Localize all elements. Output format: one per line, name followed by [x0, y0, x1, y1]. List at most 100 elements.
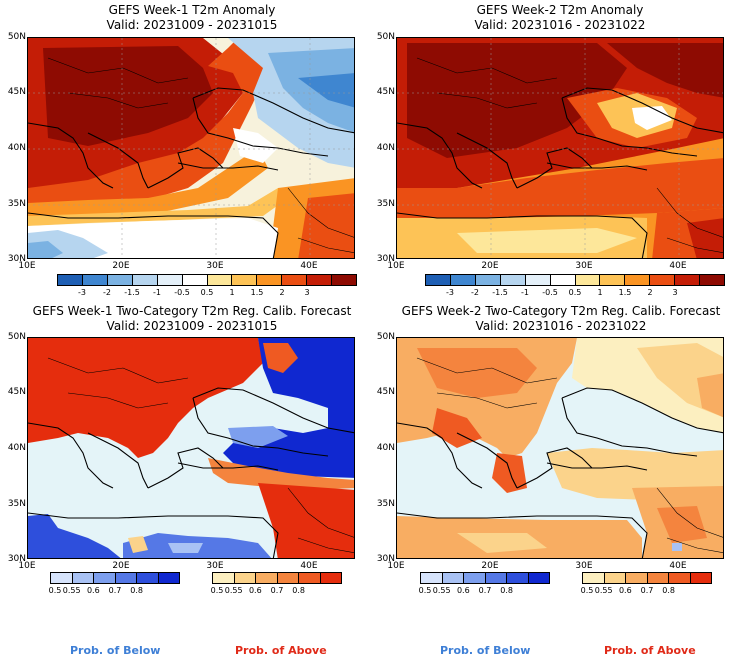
- colorbar-tick-label: 1.5: [250, 288, 264, 297]
- colorbar-tick-label: -1.5: [124, 288, 140, 297]
- prob-below-colorbar: [50, 572, 180, 584]
- lat-label: 40N: [7, 143, 26, 153]
- colorbar-box: [256, 573, 278, 583]
- colorbar-box: [58, 275, 83, 285]
- prob-above-label: Prob. of Above: [235, 644, 327, 657]
- lat-label: 45N: [376, 387, 395, 397]
- lat-label: 35N: [376, 199, 395, 209]
- lon-label: 40E: [669, 561, 687, 571]
- colorbar-tick-label: -1.5: [492, 288, 508, 297]
- colorbar-box: [207, 275, 233, 285]
- colorbar-box: [332, 275, 357, 285]
- valid-text: Valid: 20231016 - 20231022: [474, 18, 646, 32]
- colorbar-box: [626, 573, 648, 583]
- panel-title-week2-probability: GEFS Week-2 Two-Category T2m Reg. Calib.…: [386, 304, 736, 334]
- colorbar-box: [115, 573, 137, 583]
- colorbar-box: [234, 573, 256, 583]
- lon-label: 20E: [112, 261, 130, 271]
- colorbar-box: [583, 573, 605, 583]
- prob-below-colorbar: [420, 572, 550, 584]
- lat-label: 40N: [7, 443, 26, 453]
- colorbar-tick-label: 2: [279, 288, 285, 297]
- colorbar-box: [575, 275, 601, 285]
- colorbar-tick-label: -0.5: [542, 288, 558, 297]
- colorbar-tick-label: 0.7: [478, 586, 492, 595]
- colorbar-box: [442, 573, 464, 583]
- colorbar-tick-label: -3: [446, 288, 454, 297]
- map-week1-probability: [27, 337, 355, 559]
- lat-label: 50N: [7, 32, 26, 42]
- lon-label: 20E: [112, 561, 130, 571]
- prob-above-label: Prob. of Above: [604, 644, 696, 657]
- colorbar-tick-label: -1: [153, 288, 161, 297]
- colorbar-box: [450, 275, 476, 285]
- colorbar-tick-label: -0.5: [174, 288, 190, 297]
- lon-label: 40E: [669, 261, 687, 271]
- lon-label: 20E: [481, 561, 499, 571]
- colorbar-box: [158, 573, 179, 583]
- colorbar-tick-label: 3: [304, 288, 310, 297]
- colorbar-tick-label: 0.6: [618, 586, 632, 595]
- lat-label: 40N: [376, 143, 395, 153]
- colorbar-tick-label: 0.55: [432, 586, 451, 595]
- colorbar-tick-label: 0.5: [418, 586, 432, 595]
- colorbar-box: [277, 573, 299, 583]
- colorbar-box: [485, 573, 507, 583]
- lat-label: 30N: [7, 254, 26, 264]
- map-week2-anomaly: [396, 37, 724, 259]
- lat-label: 30N: [376, 554, 395, 564]
- title-text: GEFS Week-2 T2m Anomaly: [476, 3, 644, 17]
- title-text: GEFS Week-1 T2m Anomaly: [108, 3, 276, 17]
- lat-label: 50N: [7, 332, 26, 342]
- colorbar-tick-label: 0.8: [130, 586, 144, 595]
- colorbar-box: [625, 275, 651, 285]
- title-text: GEFS Week-1 Two-Category T2m Reg. Calib.…: [32, 304, 352, 318]
- colorbar-tick-label: 2: [647, 288, 653, 297]
- lat-label: 45N: [7, 87, 26, 97]
- colorbar-box: [72, 573, 94, 583]
- lat-label: 40N: [376, 443, 395, 453]
- colorbar-tick-label: 0.8: [500, 586, 514, 595]
- colorbar-tick-label: 0.55: [594, 586, 613, 595]
- colorbar-tick-label: -3: [78, 288, 86, 297]
- colorbar-box: [525, 275, 551, 285]
- lat-label: 35N: [376, 499, 395, 509]
- colorbar-tick-label: 0.5: [210, 586, 224, 595]
- anomaly-colorbar: [425, 274, 725, 286]
- panel-title-week1-anomaly: GEFS Week-1 T2m Anomaly Valid: 20231009 …: [22, 3, 362, 33]
- lon-label: 30E: [575, 261, 593, 271]
- map-week1-anomaly: [27, 37, 355, 259]
- lat-label: 45N: [376, 87, 395, 97]
- colorbar-box: [475, 275, 501, 285]
- colorbar-box: [320, 573, 341, 583]
- colorbar-tick-label: -2: [471, 288, 479, 297]
- colorbar-box: [82, 275, 108, 285]
- lon-label: 40E: [300, 561, 318, 571]
- colorbar-box: [94, 573, 116, 583]
- colorbar-tick-label: 0.7: [108, 586, 122, 595]
- colorbar-box: [426, 275, 451, 285]
- colorbar-box: [700, 275, 725, 285]
- lat-label: 35N: [7, 499, 26, 509]
- colorbar-tick-label: 3: [672, 288, 678, 297]
- colorbar-tick-label: 1: [229, 288, 235, 297]
- colorbar-box: [107, 275, 133, 285]
- colorbar-box: [213, 573, 235, 583]
- colorbar-box: [157, 275, 183, 285]
- colorbar-tick-label: 0.5: [48, 586, 62, 595]
- valid-text: Valid: 20231016 - 20231022: [475, 319, 647, 333]
- colorbar-box: [137, 573, 159, 583]
- prob-above-colorbar: [582, 572, 712, 584]
- lat-label: 50N: [376, 32, 395, 42]
- colorbar-box: [307, 275, 333, 285]
- map-week2-probability: [396, 337, 724, 559]
- lon-label: 10E: [18, 561, 36, 571]
- colorbar-tick-label: 0.5: [580, 586, 594, 595]
- colorbar-tick-label: 1.5: [618, 288, 632, 297]
- colorbar-box: [669, 573, 691, 583]
- lon-label: 30E: [575, 561, 593, 571]
- lon-label: 40E: [300, 261, 318, 271]
- colorbar-box: [51, 573, 73, 583]
- lon-label: 10E: [18, 261, 36, 271]
- colorbar-tick-label: 0.55: [62, 586, 81, 595]
